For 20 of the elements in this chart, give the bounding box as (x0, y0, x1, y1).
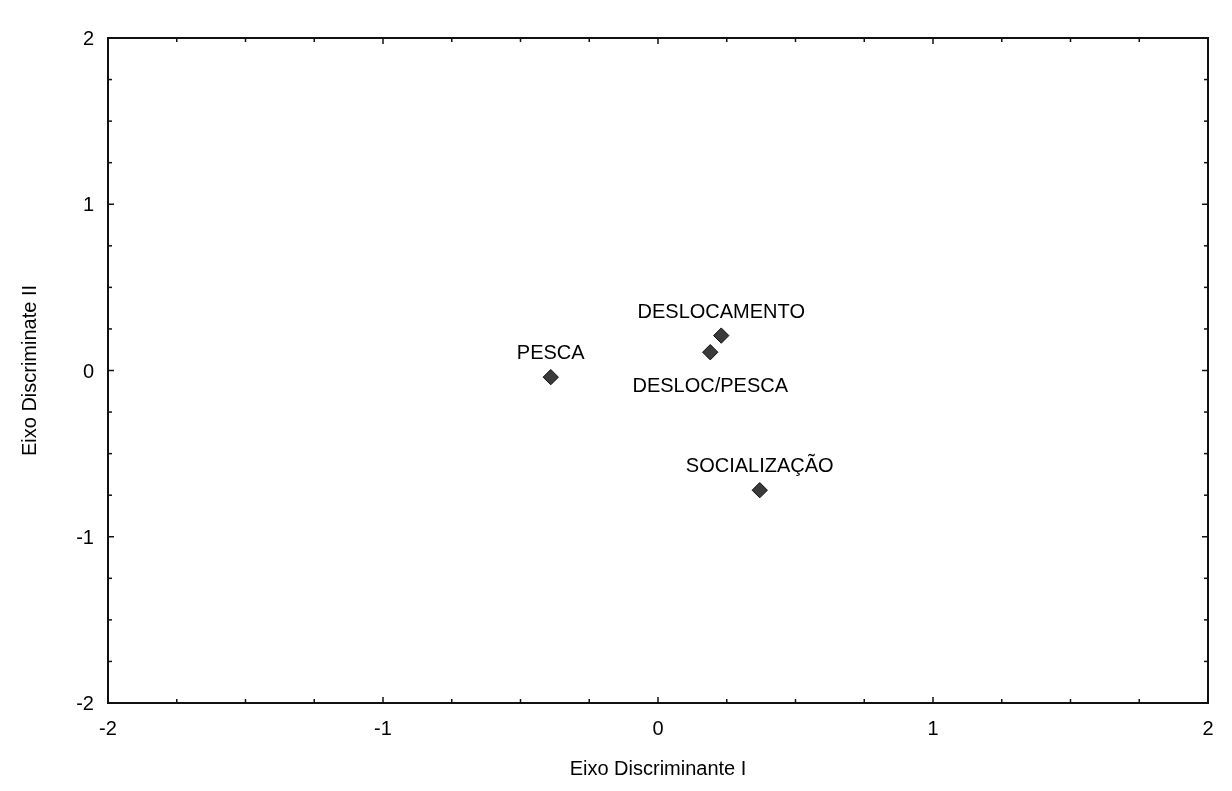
point (713, 327, 730, 344)
x-tick-label: 1 (927, 717, 939, 739)
annotation: SOCIALIZAÇÃO (685, 453, 834, 477)
annotation: DESLOC/PESCA (632, 374, 789, 397)
point (702, 344, 719, 361)
y-tick-label: 1 (82, 193, 94, 216)
x-tick-label: -2 (99, 717, 117, 739)
y-tick-label: -2 (76, 692, 94, 714)
x-tick-label: 2 (1202, 717, 1214, 739)
y-tick-label: 0 (82, 359, 94, 382)
y-tick-label: -1 (76, 525, 94, 548)
y-tick-label: 2 (82, 27, 94, 49)
annotation: DESLOCAMENTO (637, 299, 805, 322)
point (751, 482, 768, 499)
x-tick-label: 0 (652, 717, 664, 739)
y-axis-title: Eixo Discriminate II (18, 284, 40, 457)
annotation: PESCA (516, 341, 586, 364)
x-tick-label: -1 (374, 717, 392, 739)
x-axis-title: Eixo Discriminante I (569, 757, 747, 779)
point (542, 368, 559, 386)
